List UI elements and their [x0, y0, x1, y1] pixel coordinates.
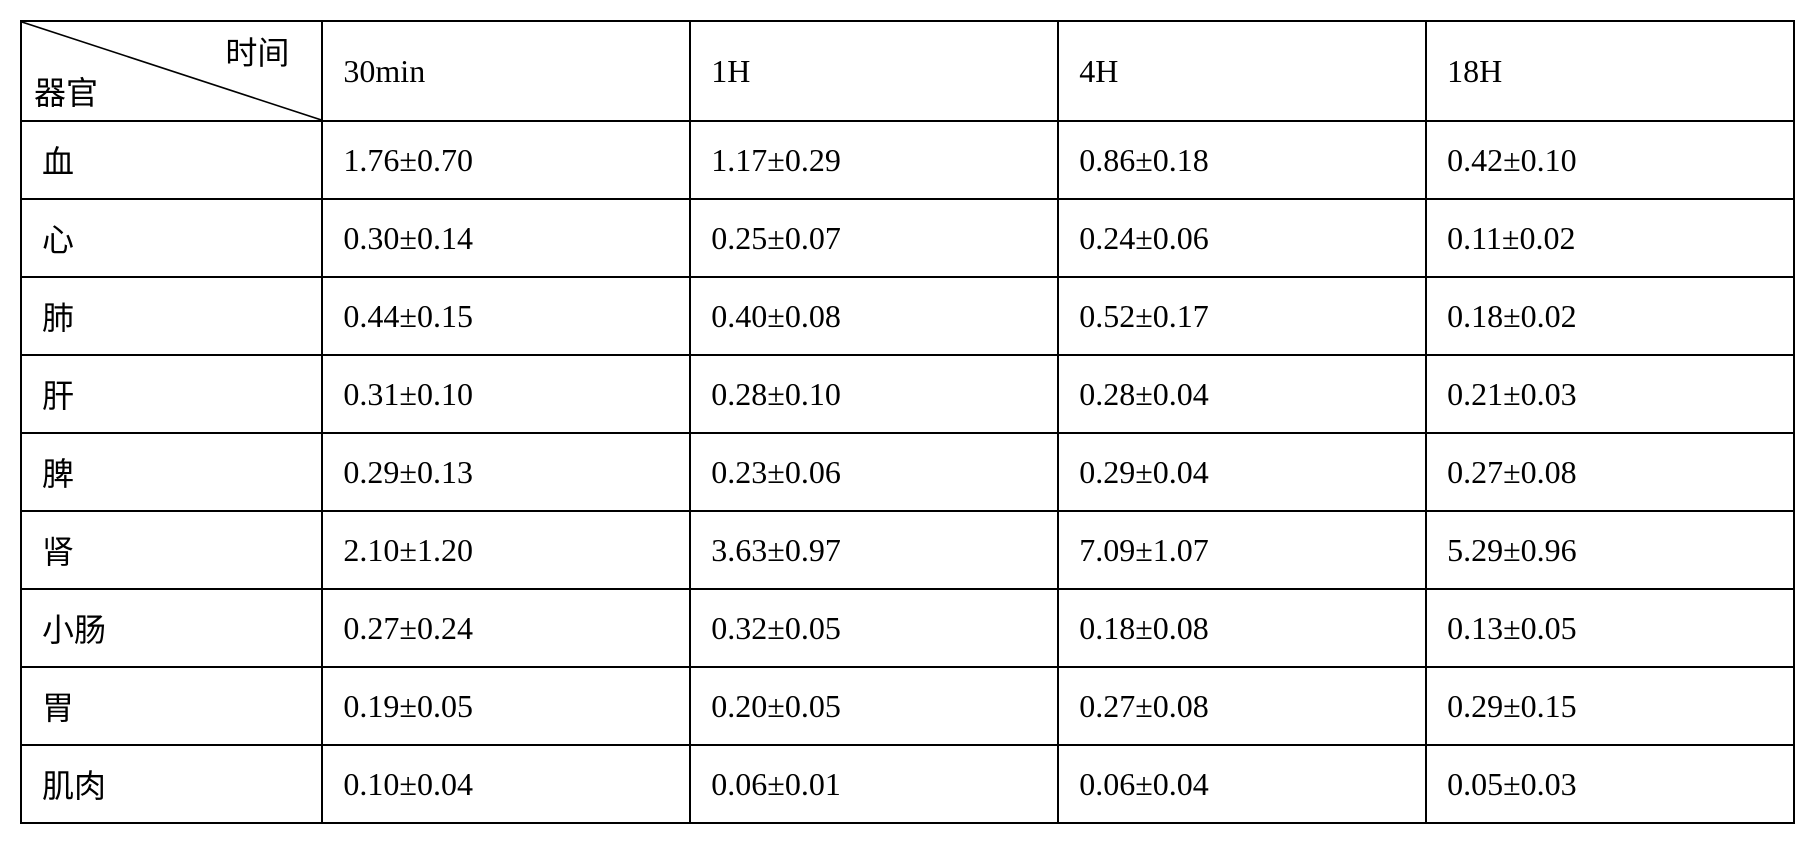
table-row: 肾 2.10±1.20 3.63±0.97 7.09±1.07 5.29±0.9… — [21, 511, 1794, 589]
diagonal-header-cell: 时间 器官 — [21, 21, 322, 121]
data-cell: 1.17±0.29 — [690, 121, 1058, 199]
data-cell: 0.29±0.15 — [1426, 667, 1794, 745]
data-cell: 0.18±0.08 — [1058, 589, 1426, 667]
data-cell: 0.42±0.10 — [1426, 121, 1794, 199]
data-cell: 0.27±0.08 — [1058, 667, 1426, 745]
col-header: 4H — [1058, 21, 1426, 121]
data-cell: 0.24±0.06 — [1058, 199, 1426, 277]
data-cell: 1.76±0.70 — [322, 121, 690, 199]
data-cell: 7.09±1.07 — [1058, 511, 1426, 589]
table-header-row: 时间 器官 30min 1H 4H 18H — [21, 21, 1794, 121]
data-cell: 3.63±0.97 — [690, 511, 1058, 589]
header-time-label: 时间 — [225, 28, 289, 74]
row-label: 肌肉 — [21, 745, 322, 823]
organ-time-table: 时间 器官 30min 1H 4H 18H 血 1.76±0.70 1.17±0… — [20, 20, 1795, 824]
table-body: 血 1.76±0.70 1.17±0.29 0.86±0.18 0.42±0.1… — [21, 121, 1794, 823]
data-cell: 0.31±0.10 — [322, 355, 690, 433]
data-cell: 0.29±0.04 — [1058, 433, 1426, 511]
row-label: 胃 — [21, 667, 322, 745]
data-cell: 0.32±0.05 — [690, 589, 1058, 667]
data-cell: 0.28±0.10 — [690, 355, 1058, 433]
data-cell: 0.10±0.04 — [322, 745, 690, 823]
data-cell: 0.40±0.08 — [690, 277, 1058, 355]
row-label: 脾 — [21, 433, 322, 511]
data-cell: 0.25±0.07 — [690, 199, 1058, 277]
col-header: 1H — [690, 21, 1058, 121]
data-cell: 0.11±0.02 — [1426, 199, 1794, 277]
data-cell: 2.10±1.20 — [322, 511, 690, 589]
data-cell: 0.19±0.05 — [322, 667, 690, 745]
data-cell: 0.20±0.05 — [690, 667, 1058, 745]
row-label: 肾 — [21, 511, 322, 589]
data-cell: 0.28±0.04 — [1058, 355, 1426, 433]
data-cell: 0.30±0.14 — [322, 199, 690, 277]
col-header: 18H — [1426, 21, 1794, 121]
data-cell: 5.29±0.96 — [1426, 511, 1794, 589]
data-cell: 0.18±0.02 — [1426, 277, 1794, 355]
row-label: 肝 — [21, 355, 322, 433]
table-row: 血 1.76±0.70 1.17±0.29 0.86±0.18 0.42±0.1… — [21, 121, 1794, 199]
data-cell: 0.86±0.18 — [1058, 121, 1426, 199]
table-row: 肌肉 0.10±0.04 0.06±0.01 0.06±0.04 0.05±0.… — [21, 745, 1794, 823]
data-cell: 0.13±0.05 — [1426, 589, 1794, 667]
data-cell: 0.21±0.03 — [1426, 355, 1794, 433]
table-row: 肺 0.44±0.15 0.40±0.08 0.52±0.17 0.18±0.0… — [21, 277, 1794, 355]
data-cell: 0.52±0.17 — [1058, 277, 1426, 355]
data-cell: 0.27±0.24 — [322, 589, 690, 667]
row-label: 小肠 — [21, 589, 322, 667]
data-cell: 0.29±0.13 — [322, 433, 690, 511]
row-label: 肺 — [21, 277, 322, 355]
table-row: 肝 0.31±0.10 0.28±0.10 0.28±0.04 0.21±0.0… — [21, 355, 1794, 433]
col-header: 30min — [322, 21, 690, 121]
data-cell: 0.06±0.04 — [1058, 745, 1426, 823]
table-row: 胃 0.19±0.05 0.20±0.05 0.27±0.08 0.29±0.1… — [21, 667, 1794, 745]
table-row: 脾 0.29±0.13 0.23±0.06 0.29±0.04 0.27±0.0… — [21, 433, 1794, 511]
row-label: 心 — [21, 199, 322, 277]
data-cell: 0.06±0.01 — [690, 745, 1058, 823]
data-cell: 0.23±0.06 — [690, 433, 1058, 511]
data-cell: 0.05±0.03 — [1426, 745, 1794, 823]
table-row: 心 0.30±0.14 0.25±0.07 0.24±0.06 0.11±0.0… — [21, 199, 1794, 277]
data-cell: 0.44±0.15 — [322, 277, 690, 355]
row-label: 血 — [21, 121, 322, 199]
header-organ-label: 器官 — [34, 68, 98, 114]
table-row: 小肠 0.27±0.24 0.32±0.05 0.18±0.08 0.13±0.… — [21, 589, 1794, 667]
data-cell: 0.27±0.08 — [1426, 433, 1794, 511]
